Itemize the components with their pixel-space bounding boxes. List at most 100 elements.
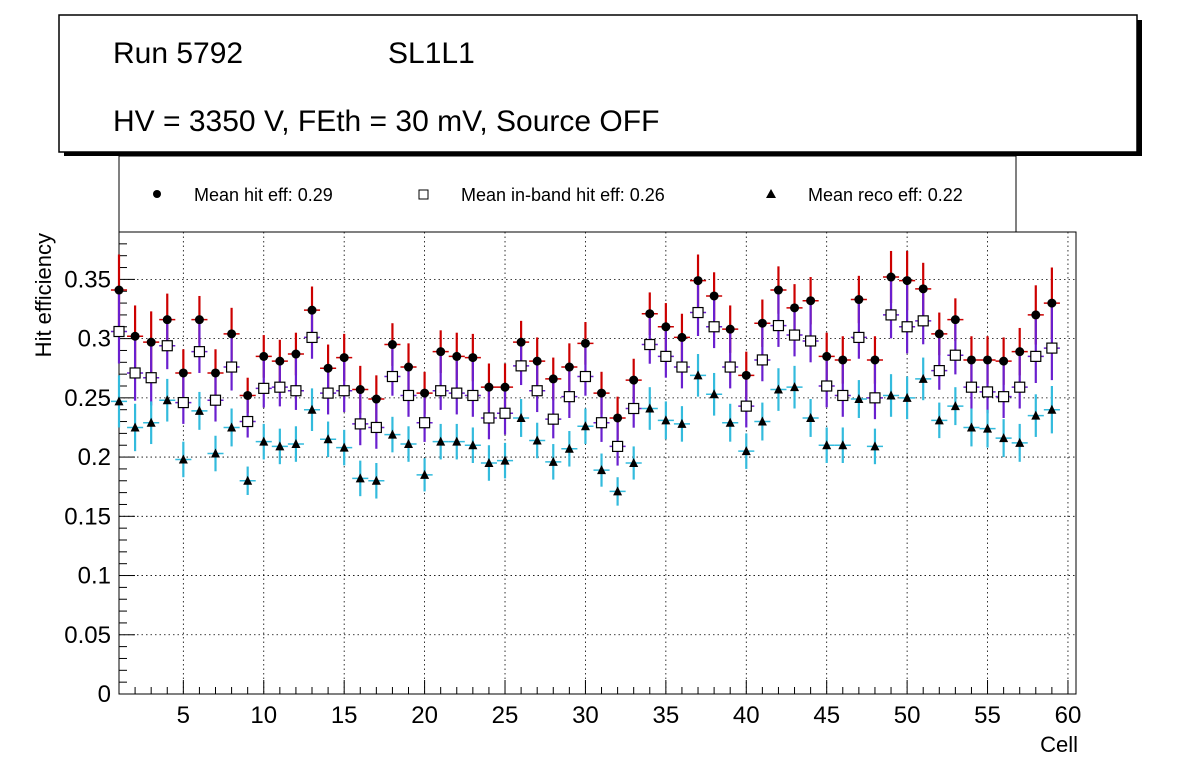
inband-point bbox=[418, 417, 431, 429]
reco-point bbox=[934, 415, 944, 425]
reco-point bbox=[806, 412, 816, 422]
hit-point bbox=[404, 362, 414, 372]
hit-point bbox=[693, 276, 703, 286]
y-tick-label: 0.05 bbox=[64, 622, 111, 649]
inband-point bbox=[467, 389, 479, 402]
hit-point bbox=[307, 305, 317, 315]
x-tick-label: 45 bbox=[813, 702, 840, 729]
reco-point bbox=[307, 404, 317, 414]
inband-point bbox=[563, 391, 575, 403]
hit-point bbox=[854, 295, 864, 305]
inband-point bbox=[740, 400, 752, 412]
reco-point bbox=[757, 416, 767, 426]
reco-point bbox=[387, 429, 397, 439]
hit-point bbox=[870, 355, 880, 365]
hit-point bbox=[323, 363, 333, 373]
inband-point bbox=[579, 370, 592, 383]
inband-point bbox=[949, 349, 961, 361]
inband-point bbox=[756, 354, 768, 366]
inband-point bbox=[676, 361, 688, 373]
hit-point bbox=[950, 315, 960, 325]
inband-point bbox=[354, 418, 366, 430]
inband-point bbox=[515, 360, 527, 372]
inband-point bbox=[692, 306, 704, 319]
reco-point bbox=[902, 392, 912, 402]
inband-point bbox=[145, 372, 157, 384]
inband-point bbox=[821, 380, 833, 392]
hit-point bbox=[548, 374, 558, 384]
y-tick-label: 0.2 bbox=[78, 444, 111, 471]
inband-point bbox=[177, 396, 189, 409]
hit-point bbox=[484, 382, 494, 392]
hit-point bbox=[999, 356, 1009, 366]
hit-point bbox=[468, 353, 478, 363]
x-tick-label: 60 bbox=[1055, 702, 1082, 729]
inband-point bbox=[258, 382, 270, 394]
legend-reco-marker bbox=[766, 189, 776, 198]
inband-point bbox=[901, 321, 913, 333]
run-label: Run 5792 bbox=[113, 37, 243, 70]
reco-point bbox=[211, 448, 221, 458]
x-tick-label: 5 bbox=[177, 702, 190, 729]
reco-point bbox=[1015, 437, 1025, 447]
hit-point bbox=[178, 368, 188, 378]
hit-point bbox=[371, 394, 381, 404]
reco-point bbox=[999, 433, 1009, 443]
hit-point bbox=[838, 355, 848, 365]
inband-point bbox=[885, 309, 897, 321]
reco-point bbox=[259, 436, 269, 446]
inband-point bbox=[1014, 381, 1026, 393]
hit-point bbox=[661, 322, 671, 332]
inband-point bbox=[644, 338, 656, 351]
inband-point bbox=[338, 385, 350, 397]
hit-point bbox=[918, 284, 928, 294]
inband-point bbox=[402, 389, 415, 402]
x-tick-label: 20 bbox=[411, 702, 438, 729]
reco-point bbox=[516, 412, 526, 422]
inband-point bbox=[998, 391, 1010, 403]
reco-point bbox=[677, 418, 687, 428]
reco-point bbox=[838, 440, 848, 450]
reco-point bbox=[339, 442, 349, 452]
reco-point bbox=[500, 455, 510, 465]
hit-point bbox=[291, 349, 301, 359]
inband-point bbox=[499, 407, 511, 419]
reco-point bbox=[661, 415, 671, 425]
hit-point bbox=[597, 388, 607, 398]
hit-point bbox=[114, 285, 124, 295]
x-tick-label: 15 bbox=[331, 702, 358, 729]
inband-point bbox=[788, 329, 801, 341]
inband-point bbox=[193, 346, 206, 358]
inband-point bbox=[242, 415, 254, 428]
reco-point bbox=[854, 394, 864, 404]
y-tick-label: 0.25 bbox=[64, 385, 111, 412]
inband-point bbox=[917, 315, 929, 327]
inband-point bbox=[1030, 350, 1042, 362]
legend-reco-label: Mean reco eff: 0.22 bbox=[808, 185, 963, 205]
inband-point bbox=[965, 381, 978, 393]
legend-inband-marker bbox=[418, 189, 429, 200]
hit-point bbox=[613, 413, 623, 423]
reco-point bbox=[1031, 410, 1041, 420]
reco-point bbox=[371, 475, 381, 485]
reco-point bbox=[918, 373, 928, 383]
reco-point bbox=[580, 421, 590, 431]
inband-point bbox=[933, 365, 945, 377]
legend-inband-label: Mean in-band hit eff: 0.26 bbox=[461, 185, 665, 205]
inband-point bbox=[322, 387, 334, 399]
hit-point bbox=[741, 370, 751, 380]
hit-point bbox=[146, 337, 156, 347]
reco-point bbox=[227, 422, 237, 432]
hit-point bbox=[355, 385, 365, 395]
y-tick-label: 0.3 bbox=[78, 326, 111, 353]
header-box bbox=[58, 14, 1138, 153]
hit-point bbox=[162, 315, 172, 325]
hit-point bbox=[420, 388, 430, 398]
reco-point bbox=[725, 417, 735, 427]
reco-point bbox=[822, 440, 832, 450]
hit-point bbox=[516, 337, 526, 347]
inband-point bbox=[113, 325, 125, 338]
layer-label: SL1L1 bbox=[388, 37, 475, 70]
inband-point bbox=[1046, 342, 1058, 354]
